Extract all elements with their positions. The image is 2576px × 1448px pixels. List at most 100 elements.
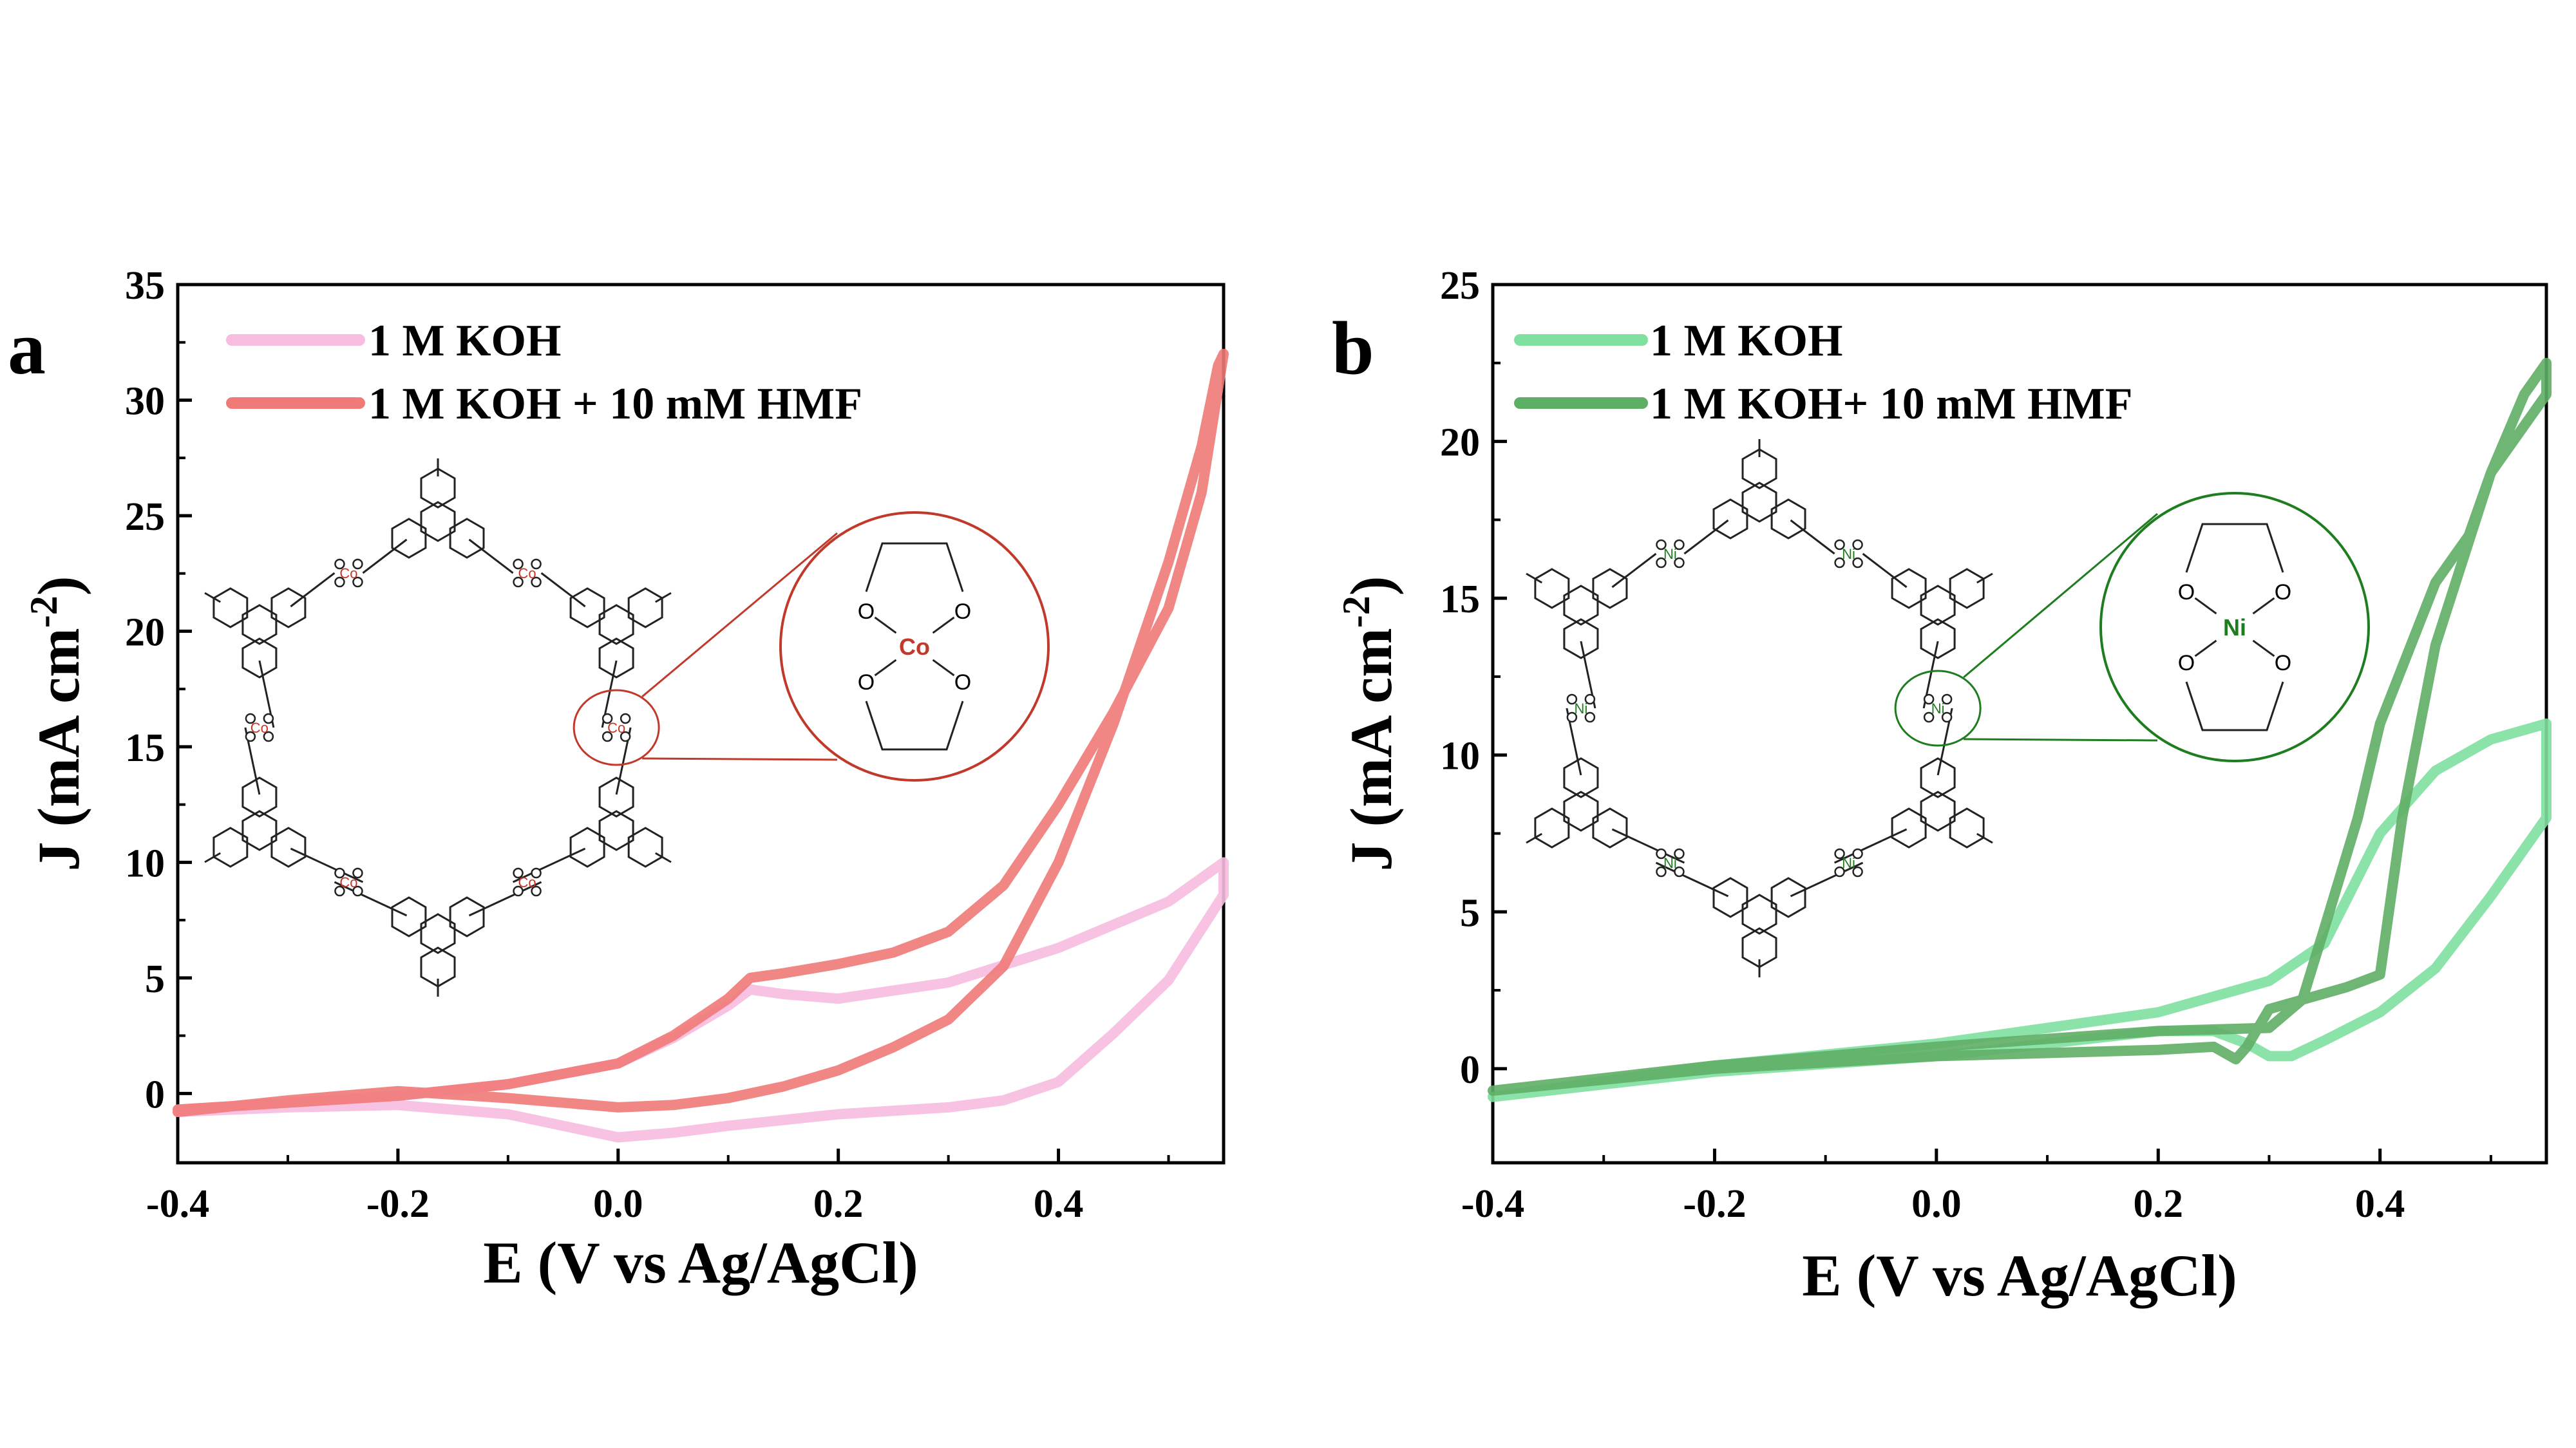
inset-oxygen-label: O: [954, 599, 971, 624]
coordination-bond: [932, 659, 955, 677]
triphenylene-core-ring: [420, 501, 456, 542]
linker-bond: [540, 572, 586, 608]
oxygen-atom: [513, 558, 524, 570]
triphenylene-outer-ring: [1770, 877, 1806, 918]
triphenylene-outer-ring: [1563, 757, 1599, 798]
linker-bond: [1833, 828, 1908, 864]
methyl-bond: [654, 852, 672, 863]
triphenylene-outer-ring: [1563, 618, 1599, 659]
inset-oxygen-label: O: [2275, 580, 2291, 605]
oxygen-atom: [1834, 539, 1845, 550]
oxygen-atom: [1941, 711, 1953, 723]
triphenylene-core-ring: [242, 604, 278, 645]
triphenylene-outer-ring: [1712, 877, 1748, 918]
linker-bond: [1683, 519, 1729, 555]
methyl-bond: [654, 592, 672, 603]
inset-oxygen-label: O: [954, 670, 971, 695]
y-tick-label-a-2: 10: [125, 842, 165, 885]
triphenylene-outer-ring: [391, 518, 427, 559]
coordination-bond: [2194, 597, 2217, 615]
oxygen-atom: [245, 713, 256, 724]
y-tick-label-a-3: 15: [125, 726, 165, 770]
y-axis-label-a-sup: -2: [23, 596, 65, 628]
ethylene-bridge-bottom: [865, 700, 964, 751]
linker-bond: [512, 847, 586, 883]
panel-label-a: a: [8, 306, 46, 390]
oxygen-atom: [1923, 711, 1935, 723]
y-tick-label-a-6: 30: [125, 379, 165, 423]
y-axis-label-b: J (mA cm-2): [1335, 576, 1404, 872]
triphenylene-outer-ring: [1949, 568, 1985, 609]
y-axis-label-b-sup: -2: [1335, 596, 1378, 628]
zoom-source-circle: [573, 689, 660, 766]
oxygen-atom: [352, 576, 363, 588]
legend-label-b-1: 1 M KOH+ 10 mM HMF: [1650, 379, 2132, 429]
x-tick-label-b-2: 0.0: [1911, 1182, 1962, 1226]
oxygen-atom: [334, 867, 345, 879]
methyl-bond: [1976, 832, 1993, 844]
triphenylene-core-ring: [598, 604, 634, 645]
triphenylene-outer-ring: [569, 587, 605, 628]
linker-bond: [1611, 828, 1685, 864]
oxygen-atom: [1674, 539, 1685, 550]
triphenylene-outer-ring: [1920, 757, 1956, 798]
zoom-inset-circle: [2099, 492, 2370, 762]
triphenylene-outer-ring: [270, 587, 307, 628]
oxygen-atom: [1674, 557, 1685, 569]
metal-node-label: Ni: [1931, 700, 1945, 717]
mof-structure-a: Co Co Co Co Co Co: [204, 458, 672, 997]
triphenylene-outer-ring: [627, 587, 663, 628]
series-line-b-1: [1488, 357, 2552, 1096]
oxygen-atom: [245, 731, 256, 742]
triphenylene-core-ring: [1920, 585, 1956, 626]
linker-bond: [1790, 861, 1864, 898]
inset-metal-label: Co: [899, 634, 930, 660]
linker-bond: [468, 881, 542, 917]
linker-bond: [290, 572, 336, 608]
oxygen-atom: [1852, 848, 1863, 860]
y-axis-label-a-close: ): [26, 576, 91, 596]
zoom-line-top: [641, 532, 838, 698]
oxygen-atom: [334, 558, 345, 570]
x-tick-label-b-4: 0.4: [2355, 1182, 2405, 1226]
zoom-inset-circle: [779, 511, 1050, 782]
oxygen-atom: [531, 885, 542, 897]
legend-label-a-0: 1 M KOH: [368, 316, 561, 366]
oxygen-atom: [513, 885, 524, 897]
triphenylene-outer-ring: [449, 518, 485, 559]
ethylene-bridge-top: [865, 542, 964, 592]
y-tick-label-a-0: 0: [145, 1073, 165, 1116]
triphenylene-outer-ring: [213, 587, 249, 628]
inset-metal-label: Ni: [2223, 614, 2246, 641]
y-tick-label-a-7: 35: [125, 264, 165, 308]
y-tick-label-a-1: 5: [145, 957, 165, 1001]
x-tick-label-a-4: 0.4: [1034, 1182, 1084, 1226]
x-tick-label-a-0: -0.4: [146, 1182, 209, 1226]
zoom-line-bottom: [1964, 738, 2158, 742]
metal-node-label: Co: [518, 874, 536, 890]
triphenylene-outer-ring: [1712, 498, 1748, 540]
triphenylene-outer-ring: [569, 827, 605, 868]
triphenylene-core-ring: [1563, 791, 1599, 832]
linker-bond: [1790, 519, 1835, 555]
methyl-bond: [1526, 572, 1543, 584]
oxygen-atom: [1923, 693, 1935, 705]
x-tick-label-b-1: -0.2: [1683, 1182, 1746, 1226]
zoom-source-circle: [1894, 670, 1982, 747]
y-tick-label-a-4: 20: [125, 610, 165, 654]
plot-frame-a: [176, 283, 1226, 1165]
triphenylene-outer-ring: [1592, 807, 1628, 849]
triphenylene-outer-ring: [1770, 498, 1806, 540]
x-axis-label-b: E (V vs Ag/AgCl): [1802, 1243, 2237, 1308]
linker-bond: [362, 538, 408, 574]
oxygen-atom: [1584, 711, 1596, 723]
triphenylene-outer-ring: [598, 776, 634, 818]
triphenylene-outer-ring: [420, 467, 456, 509]
oxygen-atom: [1656, 866, 1667, 878]
linker-bond: [1655, 861, 1729, 898]
linker-bond: [1611, 552, 1657, 588]
methyl-bond: [204, 852, 222, 863]
series-line-a-1: [173, 348, 1229, 1117]
y-tick-label-b-3: 15: [1440, 578, 1480, 621]
